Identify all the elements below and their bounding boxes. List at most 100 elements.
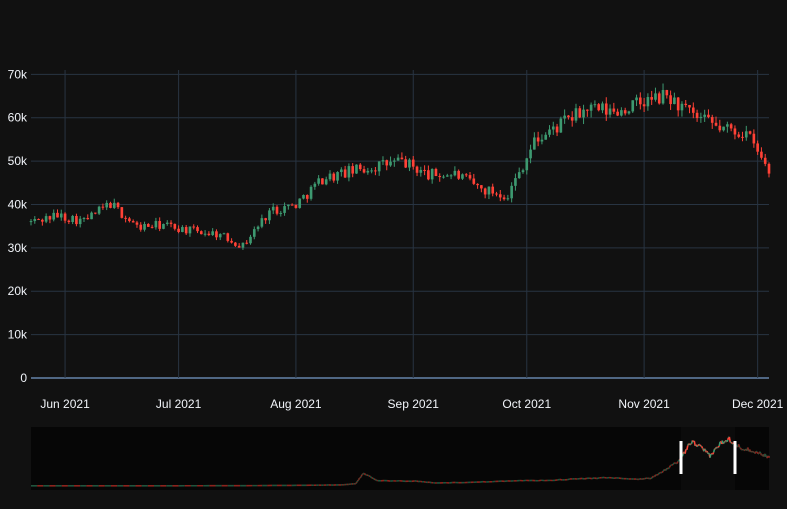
candle-body — [714, 122, 718, 126]
slider-handle-left[interactable] — [679, 441, 683, 474]
candle-body — [665, 90, 669, 96]
x-tick-label: Oct 2021 — [502, 397, 551, 411]
candle-body — [449, 175, 453, 177]
candle-body — [604, 103, 608, 115]
candle-body — [260, 218, 264, 227]
slider-series-segment — [689, 443, 692, 446]
candle-body — [139, 224, 143, 230]
slider-series-segment — [677, 459, 680, 463]
candle-body — [639, 97, 642, 105]
slider-series-segment — [756, 451, 759, 455]
slider-series-segment — [664, 467, 668, 471]
candle-body — [502, 197, 506, 200]
candle-body — [744, 131, 748, 138]
range-slider[interactable] — [30, 427, 770, 490]
candle-body — [396, 157, 400, 161]
slider-series-segment — [657, 472, 661, 475]
slider-series-segment — [361, 473, 364, 475]
candle-body — [722, 126, 725, 131]
candle-body — [616, 111, 619, 116]
candle-body — [763, 157, 767, 164]
candle-body — [59, 213, 63, 218]
candle-body — [75, 215, 78, 225]
candle-body — [487, 186, 491, 195]
candle-body — [586, 109, 589, 111]
slider-series-segment — [696, 445, 699, 448]
slider-series-segment — [704, 448, 707, 451]
candle-body — [52, 212, 56, 220]
candle-body — [582, 109, 585, 118]
slider-series-segment — [653, 474, 657, 477]
candle-body — [226, 233, 230, 241]
candle-body — [264, 218, 267, 221]
candle-body — [131, 221, 135, 223]
candle-body — [41, 219, 44, 222]
candle-body — [551, 126, 555, 130]
slider-series-segment — [651, 475, 654, 479]
candle-body — [143, 224, 146, 230]
candle-body — [332, 173, 336, 181]
candle-body — [729, 124, 733, 129]
gridlines — [31, 70, 769, 379]
candle-body — [400, 157, 404, 160]
candle-body — [317, 178, 320, 184]
candle-body — [347, 166, 351, 178]
candle-body — [737, 134, 741, 137]
candle-body — [760, 151, 763, 158]
slider-series-segment — [369, 476, 373, 479]
slider-series-segment — [711, 451, 715, 455]
candle-body — [415, 166, 419, 173]
slider-handle-right[interactable] — [733, 441, 737, 474]
candle-body — [29, 221, 33, 223]
candle-body — [544, 134, 548, 140]
slider-series-segment — [767, 455, 770, 458]
candle-body — [529, 149, 532, 159]
y-tick-label: 10k — [8, 328, 28, 342]
slider-series-segment — [374, 478, 378, 482]
slider-series-segment — [739, 447, 742, 450]
candle-body — [631, 100, 635, 112]
x-axis-ticks: Jun 2021 Jul 2021 Aug 2021 Sep 2021 Oct 2021… — [40, 397, 783, 411]
candle-body — [673, 97, 676, 105]
candle-body — [215, 231, 218, 238]
slider-series-segment — [728, 436, 732, 443]
candle-body — [483, 188, 487, 195]
candle-body — [230, 240, 233, 243]
slider-series-segment — [367, 474, 370, 477]
y-tick-label: 70k — [8, 67, 28, 81]
candle-body — [124, 217, 127, 219]
candle-body — [393, 160, 396, 162]
candle-body — [343, 169, 347, 178]
candle-body — [78, 218, 82, 225]
candle-body — [445, 175, 449, 177]
candle-body — [150, 226, 154, 228]
slider-series-segment — [697, 443, 700, 447]
candle-body — [623, 110, 627, 114]
candle-body — [657, 93, 661, 104]
candle-body — [521, 170, 525, 173]
candle-body — [381, 160, 385, 162]
candle-body — [196, 227, 199, 232]
candle-body — [491, 186, 495, 194]
candle-body — [328, 173, 332, 180]
candle-body — [438, 176, 442, 178]
candle-body — [336, 172, 339, 181]
candle-body — [147, 224, 150, 227]
candle-body — [567, 115, 570, 118]
slider-series-segment — [675, 462, 678, 465]
candle-body — [169, 222, 173, 224]
candle-body — [309, 186, 313, 199]
slider-series-segment — [358, 477, 361, 480]
candle-body — [430, 168, 434, 180]
candle-body — [271, 206, 275, 211]
slider-background — [31, 427, 769, 490]
candle-body — [650, 97, 653, 100]
slider-series-segment — [668, 464, 672, 468]
candle-body — [165, 222, 169, 224]
candle-body — [162, 223, 165, 229]
y-tick-label: 60k — [8, 111, 28, 125]
candle-body — [374, 170, 377, 172]
slider-series-segment — [709, 453, 712, 458]
y-axis-ticks: 0 10k 20k 30k 40k 50k 60k 70k — [8, 67, 28, 385]
